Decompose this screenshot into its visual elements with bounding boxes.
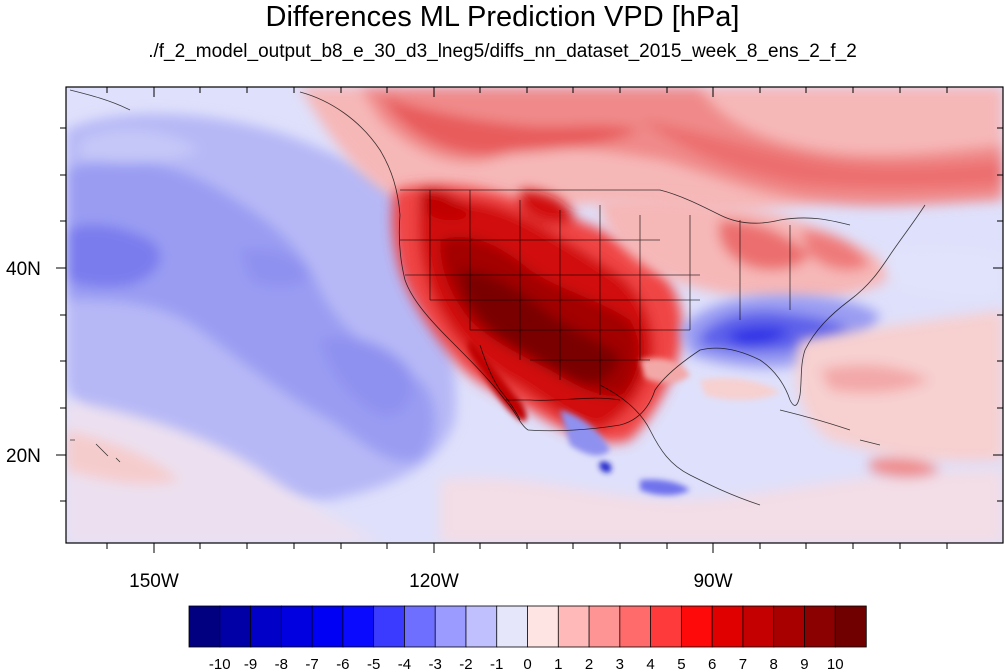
colorbar-labels: -10 -9 -8 -7 -6 -5 -4 -3 -2 -1 0 1 2 3 4 5 6 7 8 9 10	[209, 656, 844, 672]
colorbar-tick-label: -9	[244, 656, 257, 672]
colorbar-swatch	[373, 605, 406, 648]
lat-ticks	[56, 127, 1003, 502]
colorbar-tick-label: -7	[305, 656, 318, 672]
colorbar-swatch	[834, 605, 867, 648]
colorbar-swatch	[342, 605, 375, 648]
colorbar-tick-label: 4	[646, 656, 654, 672]
lon-label-90w: 90W	[693, 571, 732, 592]
colorbar-tick-label: 2	[585, 656, 593, 672]
colorbar-swatch	[680, 605, 713, 648]
colorbar-tick-label: 6	[708, 656, 716, 672]
colorbar-tick-label: 10	[827, 656, 844, 672]
colorbar-tick-label: 9	[800, 656, 808, 672]
colorbar-tick-label: -8	[275, 656, 288, 672]
colorbar-tick-label: -1	[490, 656, 503, 672]
lon-label-120w: 120W	[409, 571, 459, 592]
colorbar-tick-label: -3	[429, 656, 442, 672]
colorbar-tick-label: -4	[398, 656, 411, 672]
colorbar-swatch	[588, 605, 621, 648]
colorbar-tick-label: 5	[677, 656, 685, 672]
colorbar-swatch	[496, 605, 529, 648]
colorbar-tick-label: -6	[336, 656, 349, 672]
colorbar-tick-label: 7	[739, 656, 747, 672]
colorbar-swatch	[250, 605, 283, 648]
map-subtitle: ./f_2_model_output_b8_e_30_d3_lneg5/diff…	[148, 41, 857, 62]
lat-label-40n: 40N	[6, 259, 41, 280]
map-title: Differences ML Prediction VPD [hPa]	[265, 1, 740, 33]
colorbar-swatch	[280, 605, 313, 648]
colorbar-tick-label: -2	[459, 656, 472, 672]
colorbar-tick-label: -10	[209, 656, 231, 672]
colorbar-swatch	[650, 605, 683, 648]
colorbar-swatch	[188, 605, 221, 648]
colorbar-swatch	[773, 605, 806, 648]
colorbar-swatch	[804, 605, 836, 648]
colorbar-swatch	[527, 605, 559, 648]
colorbar-swatch	[311, 605, 344, 648]
colorbar-swatch	[619, 605, 652, 648]
colorbar-swatch	[742, 605, 775, 648]
colorbar-swatch	[711, 605, 744, 648]
colorbar-tick-label: 3	[616, 656, 624, 672]
colorbar	[188, 605, 867, 648]
colorbar-tick-label: 8	[770, 656, 778, 672]
map-field	[66, 87, 1003, 543]
colorbar-swatch	[557, 605, 590, 648]
colorbar-tick-label: 0	[523, 656, 531, 672]
colorbar-swatch	[465, 605, 498, 648]
lat-label-20n: 20N	[6, 446, 41, 467]
lon-ticks	[106, 87, 948, 553]
colorbar-swatch	[404, 605, 436, 648]
colorbar-swatch	[219, 605, 252, 648]
colorbar-swatch	[434, 605, 467, 648]
lon-label-150w: 150W	[129, 571, 179, 592]
colorbar-tick-label: 1	[554, 656, 562, 672]
colorbar-tick-label: -5	[367, 656, 380, 672]
